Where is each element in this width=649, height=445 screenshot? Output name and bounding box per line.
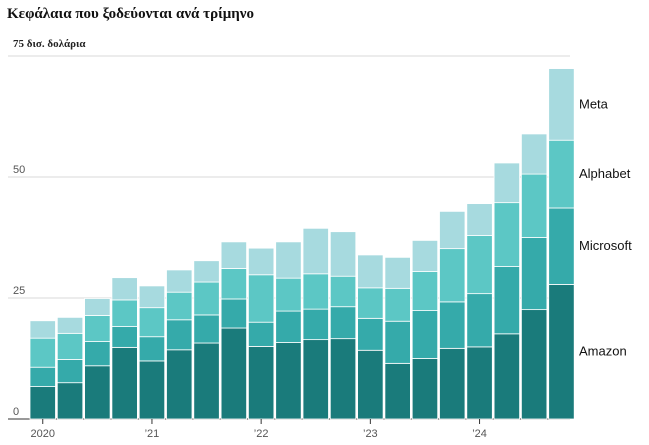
bar-segment-microsoft bbox=[548, 207, 575, 285]
bar-segment-amazon bbox=[329, 338, 357, 420]
bar-segment-alphabet bbox=[166, 291, 193, 321]
bar-segment-amazon bbox=[384, 362, 411, 420]
bar-segment-meta bbox=[220, 241, 248, 269]
bar-segment-meta bbox=[275, 241, 302, 279]
bar-segment-alphabet bbox=[466, 235, 493, 295]
bar-segment-microsoft bbox=[220, 298, 248, 329]
bar-segment-amazon bbox=[56, 382, 84, 420]
bar-segment-alphabet bbox=[29, 337, 56, 368]
y-axis-ticks: 0 25 50 bbox=[13, 164, 25, 418]
bar-segment-meta bbox=[357, 254, 384, 289]
bar-segment-meta bbox=[329, 231, 357, 277]
bar-segment-amazon bbox=[548, 284, 575, 420]
legend: Amazon Microsoft Alphabet Meta bbox=[579, 96, 632, 358]
bar-segment-alphabet bbox=[302, 273, 329, 310]
bar-segment-microsoft bbox=[411, 310, 439, 359]
bar-segment-meta bbox=[193, 260, 220, 283]
bar-segment-microsoft bbox=[56, 359, 84, 384]
bar-segment-alphabet bbox=[329, 275, 357, 308]
bar-segment-alphabet bbox=[111, 299, 138, 327]
bar-segment-amazon bbox=[493, 333, 521, 420]
bar-segment-amazon bbox=[220, 327, 248, 420]
bar-segment-meta bbox=[411, 240, 439, 272]
bar-segment-amazon bbox=[111, 346, 138, 420]
bar-segment-alphabet bbox=[56, 332, 84, 360]
bar-segment-meta bbox=[166, 269, 193, 293]
bar-segment-amazon bbox=[439, 347, 466, 420]
bar-segment-microsoft bbox=[275, 310, 302, 343]
legend-label-alphabet: Alphabet bbox=[579, 166, 631, 181]
bar-segment-meta bbox=[111, 277, 138, 301]
bar-segment-meta bbox=[521, 133, 548, 175]
bar-segment-microsoft bbox=[193, 314, 220, 344]
bar-segment-meta bbox=[138, 285, 166, 309]
y-tick-label: 25 bbox=[13, 285, 25, 297]
bar-segment-amazon bbox=[29, 386, 56, 420]
bar-segment-meta bbox=[384, 256, 411, 289]
bar-segment-alphabet bbox=[411, 270, 439, 311]
bar-segment-alphabet bbox=[138, 307, 166, 338]
bar-segment-meta bbox=[29, 320, 56, 339]
bar-segment-meta bbox=[84, 298, 111, 316]
bar-segment-meta bbox=[466, 203, 493, 236]
bar-segment-alphabet bbox=[357, 287, 384, 319]
x-axis-ticks: 2020 ’21 ’22 ’23 ’24 bbox=[31, 419, 487, 440]
bars bbox=[29, 68, 575, 420]
bar-segment-alphabet bbox=[439, 248, 466, 303]
bar-segment-alphabet bbox=[84, 315, 111, 342]
bar-segment-microsoft bbox=[384, 320, 411, 364]
bar-segment-alphabet bbox=[384, 287, 411, 322]
x-tick-label: ’22 bbox=[254, 428, 269, 440]
bar-segment-alphabet bbox=[521, 173, 548, 238]
bar-segment-microsoft bbox=[357, 317, 384, 351]
bar-segment-microsoft bbox=[302, 308, 329, 341]
bar-segment-microsoft bbox=[247, 321, 275, 347]
bar-segment-microsoft bbox=[29, 366, 56, 387]
bar-segment-amazon bbox=[302, 339, 329, 420]
x-tick-label: ’24 bbox=[472, 428, 487, 440]
bar-segment-amazon bbox=[275, 342, 302, 420]
bar-segment-meta bbox=[548, 68, 575, 141]
bar-segment-amazon bbox=[466, 346, 493, 420]
bar-segment-alphabet bbox=[493, 202, 521, 267]
bar-segment-microsoft bbox=[329, 306, 357, 340]
x-tick-label: ’21 bbox=[145, 428, 160, 440]
bar-segment-microsoft bbox=[84, 341, 111, 367]
bar-segment-alphabet bbox=[220, 268, 248, 300]
bar-segment-microsoft bbox=[111, 326, 138, 348]
bar-segment-meta bbox=[493, 162, 521, 204]
bar-segment-amazon bbox=[357, 349, 384, 420]
bar-segment-microsoft bbox=[166, 319, 193, 351]
x-tick-label: ’23 bbox=[363, 428, 378, 440]
bar-segment-amazon bbox=[193, 342, 220, 420]
legend-label-meta: Meta bbox=[579, 96, 609, 111]
bar-segment-amazon bbox=[411, 358, 439, 420]
bar-segment-amazon bbox=[166, 349, 193, 420]
bar-segment-amazon bbox=[84, 365, 111, 420]
bar-segment-amazon bbox=[138, 360, 166, 420]
legend-label-amazon: Amazon bbox=[579, 344, 627, 359]
bar-segment-alphabet bbox=[193, 281, 220, 316]
bar-segment-microsoft bbox=[439, 301, 466, 349]
bar-segment-microsoft bbox=[493, 266, 521, 335]
y-tick-label: 50 bbox=[13, 164, 25, 176]
bar-segment-meta bbox=[56, 316, 84, 334]
bar-segment-alphabet bbox=[548, 139, 575, 209]
bar-segment-alphabet bbox=[247, 274, 275, 323]
bar-segment-alphabet bbox=[275, 277, 302, 312]
legend-label-microsoft: Microsoft bbox=[579, 238, 632, 253]
y-axis-unit-label: 75 δισ. δολάρια bbox=[13, 38, 86, 50]
y-tick-label: 0 bbox=[13, 406, 19, 418]
bar-segment-meta bbox=[302, 227, 329, 275]
bar-segment-meta bbox=[247, 247, 275, 276]
bar-segment-amazon bbox=[247, 345, 275, 420]
bar-segment-microsoft bbox=[466, 293, 493, 348]
chart-title: Κεφάλαια που ξοδεύονται ανά τρίμηνο bbox=[7, 6, 254, 22]
bar-segment-microsoft bbox=[138, 336, 166, 362]
bar-segment-amazon bbox=[521, 309, 548, 420]
x-tick-label: 2020 bbox=[31, 428, 55, 440]
bar-segment-microsoft bbox=[521, 237, 548, 311]
bar-segment-meta bbox=[439, 210, 466, 250]
